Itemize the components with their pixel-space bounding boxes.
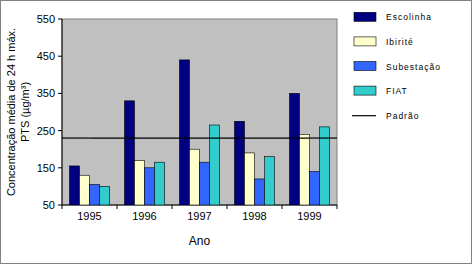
y-tick-label: 550 — [37, 13, 55, 25]
bar — [210, 125, 220, 205]
marks — [62, 60, 337, 205]
legend-label: Subestação — [386, 62, 441, 72]
legend-swatch — [354, 37, 376, 46]
legend — [346, 5, 468, 128]
y-tick-label: 50 — [43, 199, 55, 211]
line — [90, 137, 310, 138]
x-axis-title: Ano — [189, 234, 211, 248]
bar — [235, 121, 245, 205]
legend-label: FIAT — [386, 86, 408, 96]
y-axis-title: PTS (µg/m³) — [19, 82, 31, 142]
frame — [1, 1, 472, 264]
bar — [190, 149, 200, 205]
legend-swatch — [354, 62, 376, 71]
bar — [90, 185, 100, 205]
y-tick — [58, 130, 62, 131]
x-tick-label: 1995 — [77, 210, 101, 222]
x-tick — [62, 205, 63, 209]
bar — [125, 101, 135, 205]
x-tick — [227, 205, 228, 209]
bar — [155, 162, 165, 205]
y-tick-label: 350 — [37, 87, 55, 99]
bar — [310, 172, 320, 205]
bar — [300, 134, 310, 205]
x-tick-label: 1998 — [242, 210, 266, 222]
bar — [80, 175, 90, 205]
bar — [200, 162, 210, 205]
legend-label: Ibirité — [386, 37, 414, 47]
y-tick — [58, 56, 62, 57]
y-axis — [62, 19, 63, 205]
y-tick-label: 450 — [37, 50, 55, 62]
y-tick — [58, 93, 62, 94]
x-tick — [282, 205, 283, 209]
bar — [70, 166, 80, 205]
bar — [180, 60, 190, 205]
plot-area — [62, 19, 337, 205]
y-axis-title: Concentração média de 24 h máx. — [5, 28, 17, 196]
x-tick — [117, 205, 118, 209]
legend-label: Padrão — [386, 111, 419, 121]
line-extension — [62, 137, 90, 138]
legend-swatch — [352, 115, 376, 116]
bar — [265, 157, 275, 205]
x-tick — [172, 205, 173, 209]
legend-swatch — [354, 12, 376, 21]
y-tick — [58, 167, 62, 168]
bar — [135, 160, 145, 205]
y-tick-label: 250 — [37, 125, 55, 137]
x-tick-label: 1999 — [297, 210, 321, 222]
legend-swatch — [354, 86, 376, 95]
x-tick-label: 1996 — [132, 210, 156, 222]
bar — [100, 186, 110, 205]
x-tick-label: 1997 — [187, 210, 211, 222]
bar — [245, 153, 255, 205]
y-tick — [58, 19, 62, 20]
x-tick — [337, 205, 338, 209]
y-tick — [58, 205, 62, 206]
bar — [255, 179, 265, 205]
y-tick-label: 150 — [37, 162, 55, 174]
bar — [290, 93, 300, 205]
bar — [145, 168, 155, 205]
line-extension — [310, 137, 338, 138]
legend-label: Escolinha — [386, 12, 432, 22]
chart: 50 150 250 350 450 550 1995 1996 1997 1998 1999 Ano… — [0, 0, 472, 264]
